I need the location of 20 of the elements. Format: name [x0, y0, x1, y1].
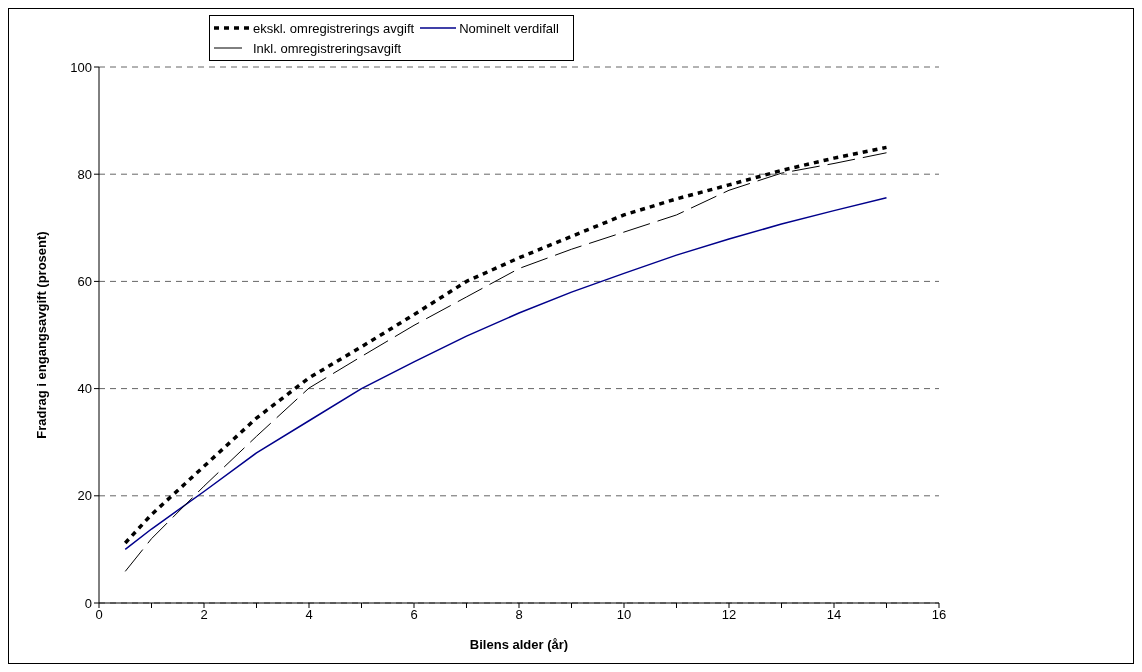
x-tick-label: 14 [826, 607, 842, 623]
x-tick-label: 6 [410, 607, 418, 623]
legend-label: ekskl. omregistrerings avgift [253, 20, 415, 36]
legend-label: Nominelt verdifall [459, 20, 559, 36]
x-axis-title: Bilens alder (år) [469, 637, 569, 652]
x-tick-label: 0 [95, 607, 103, 623]
legend-label: Inkl. omregistreringsavgift [253, 40, 402, 56]
x-tick-label: 2 [200, 607, 208, 623]
y-tick-label: 0 [84, 595, 92, 611]
x-tick-label: 8 [515, 607, 523, 623]
x-tick-label: 16 [931, 607, 947, 623]
y-tick-label: 100 [70, 59, 92, 75]
y-tick-label: 20 [77, 488, 92, 504]
x-tick-label: 10 [616, 607, 632, 623]
y-axis-title: Fradrag i engangsavgift (prosent) [33, 231, 49, 439]
y-tick-label: 40 [77, 381, 92, 397]
x-tick-label: 12 [721, 607, 737, 623]
y-tick-label: 80 [77, 166, 92, 182]
y-tick-label: 60 [77, 274, 92, 290]
x-tick-label: 4 [305, 607, 313, 623]
